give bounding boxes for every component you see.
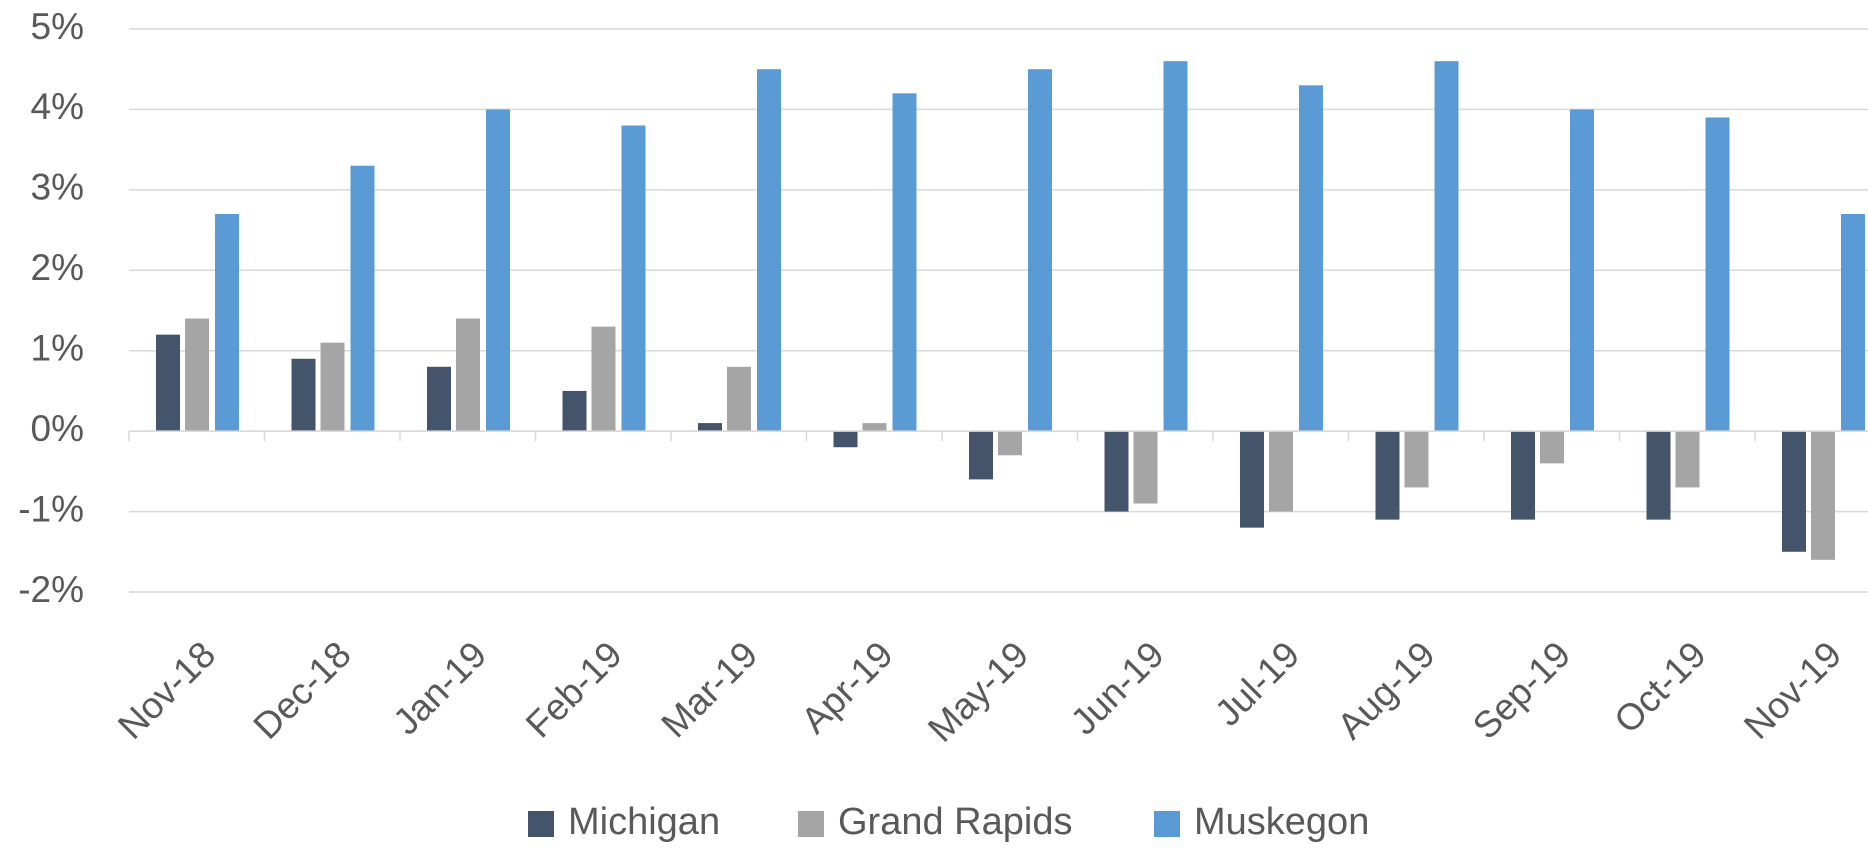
bar <box>456 318 480 432</box>
bar <box>862 423 887 432</box>
bar <box>757 69 781 432</box>
bar <box>156 334 180 432</box>
x-tick-label: Dec-18 <box>245 634 358 747</box>
bar <box>1240 431 1264 528</box>
bar <box>1404 431 1429 488</box>
y-tick-label: 0% <box>31 408 84 449</box>
bar <box>1163 61 1188 432</box>
bar <box>1269 431 1293 512</box>
bar <box>1841 213 1865 432</box>
x-tick-label: Aug-19 <box>1329 634 1442 747</box>
bar <box>1104 431 1129 512</box>
bar <box>1434 61 1459 432</box>
y-tick-label: 3% <box>31 167 84 208</box>
bar <box>1133 431 1158 504</box>
y-tick-label: 5% <box>31 6 84 47</box>
y-tick-label: 1% <box>31 327 84 368</box>
x-tick-label: Apr-19 <box>793 634 901 742</box>
x-tick-label: Nov-19 <box>1736 634 1849 747</box>
bar <box>1028 69 1052 432</box>
bar <box>1675 431 1700 488</box>
legend-label: Muskegon <box>1194 801 1369 843</box>
bar <box>833 431 858 448</box>
x-tick-label: Jul-19 <box>1207 634 1307 734</box>
bar <box>698 423 722 432</box>
bar <box>1705 117 1730 432</box>
x-tick-label: May-19 <box>920 634 1036 750</box>
x-tick-label: Sep-19 <box>1465 634 1578 747</box>
bar <box>1570 109 1594 432</box>
bar <box>591 326 616 432</box>
y-tick-label: 2% <box>31 247 84 288</box>
bar <box>350 165 375 432</box>
y-tick-label: -2% <box>18 569 84 610</box>
legend-label: Grand Rapids <box>838 801 1072 843</box>
bar <box>215 213 239 432</box>
legend-swatch <box>798 811 824 837</box>
x-tick-label: Feb-19 <box>518 634 630 746</box>
bar <box>320 342 345 432</box>
bar <box>1299 85 1323 432</box>
bar <box>969 431 993 480</box>
bar <box>727 366 751 432</box>
bar <box>1540 431 1564 464</box>
x-tick-label: Nov-18 <box>110 634 223 747</box>
bar <box>486 109 510 432</box>
bar <box>427 366 451 432</box>
bar <box>1646 431 1671 520</box>
x-tick-label: Jan-19 <box>385 634 494 743</box>
legend-swatch <box>1154 811 1180 837</box>
legend-swatch <box>528 811 554 837</box>
x-tick-label: Oct-19 <box>1606 634 1714 742</box>
bar <box>1511 431 1535 520</box>
bar <box>291 358 316 432</box>
bar <box>621 125 646 432</box>
x-tick-label: Mar-19 <box>653 634 765 746</box>
legend-label: Michigan <box>568 801 720 843</box>
x-tick-label: Jun-19 <box>1063 634 1172 743</box>
bar <box>185 318 209 432</box>
y-tick-label: 4% <box>31 86 84 127</box>
bar <box>562 390 587 432</box>
bar <box>892 93 917 432</box>
bar <box>1782 431 1806 552</box>
bar <box>1811 431 1835 560</box>
y-tick-label: -1% <box>18 488 84 529</box>
bar <box>1375 431 1400 520</box>
bar <box>998 431 1022 456</box>
